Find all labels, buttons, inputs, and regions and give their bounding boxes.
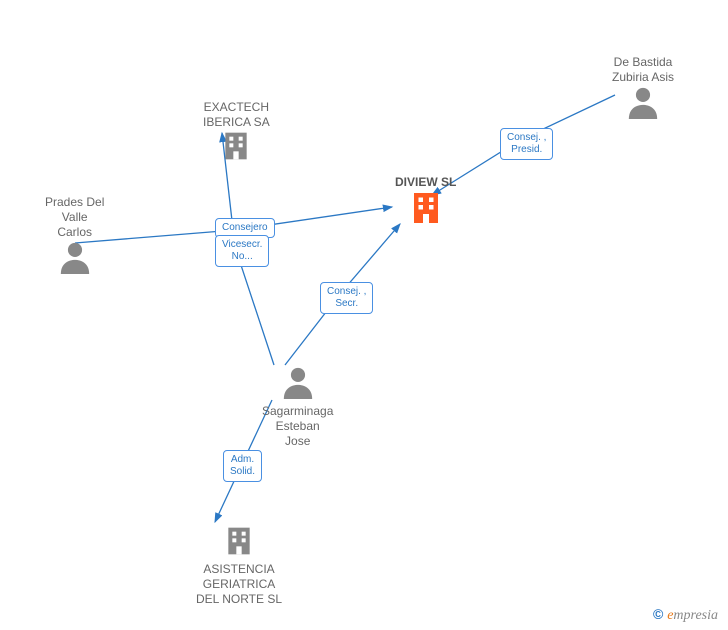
person-icon: [626, 85, 660, 119]
node-icon: [626, 85, 660, 124]
node-label: De Bastida Zubiria Asis: [612, 55, 674, 85]
person-icon: [281, 365, 315, 399]
node-label: ASISTENCIA GERIATRICA DEL NORTE SL: [196, 562, 282, 607]
person-icon: [58, 240, 92, 274]
node-icon: [223, 525, 255, 562]
building-icon: [220, 130, 252, 162]
footer: © empresia: [653, 606, 718, 624]
brand-rest: mpresia: [673, 608, 718, 623]
edge-label: Consej. , Secr.: [320, 282, 373, 314]
node-label: Prades Del Valle Carlos: [45, 195, 104, 240]
node-prades[interactable]: Prades Del Valle Carlos: [45, 195, 104, 279]
node-label: EXACTECH IBERICA SA: [203, 100, 270, 130]
node-debastida[interactable]: De Bastida Zubiria Asis: [612, 55, 674, 124]
node-asistencia[interactable]: ASISTENCIA GERIATRICA DEL NORTE SL: [196, 525, 282, 607]
network-canvas: Consej. , Presid.ConsejeroVicesecr. No..…: [0, 0, 728, 630]
node-label: Sagarminaga Esteban Jose: [262, 404, 333, 449]
node-diview[interactable]: DIVIEW SL: [395, 175, 456, 231]
node-sagarminaga[interactable]: Sagarminaga Esteban Jose: [262, 365, 333, 449]
edge-label: Vicesecr. No...: [215, 235, 269, 267]
copyright-symbol: ©: [653, 606, 663, 622]
edge-label: Adm. Solid.: [223, 450, 262, 482]
node-icon: [220, 130, 252, 167]
node-icon: [281, 365, 315, 404]
node-icon: [58, 240, 92, 279]
node-icon: [408, 190, 444, 231]
node-label: DIVIEW SL: [395, 175, 456, 190]
building-icon: [223, 525, 255, 557]
node-exactech[interactable]: EXACTECH IBERICA SA: [203, 100, 270, 167]
edge-label: Consej. , Presid.: [500, 128, 553, 160]
building-icon: [408, 190, 444, 226]
